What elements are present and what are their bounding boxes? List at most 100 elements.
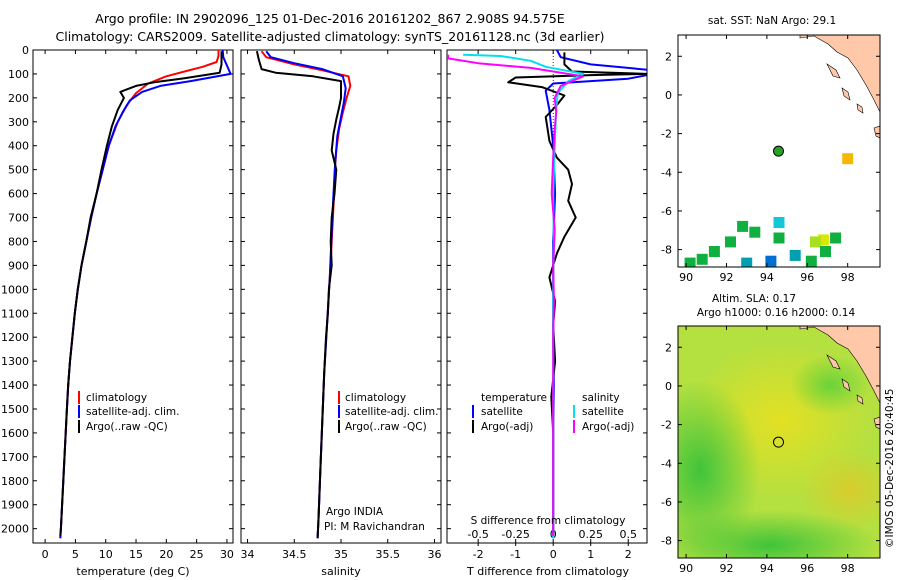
difference-legend: temperature satellite Argo(-adj) salinit… — [472, 392, 634, 433]
x-tick-label: 92 — [719, 562, 733, 575]
y-tick-label: -4 — [661, 166, 672, 179]
y-tick-label: 1600 — [1, 427, 29, 440]
salinity-xlabel: salinity — [321, 565, 361, 578]
x-tick-label: 90 — [679, 271, 693, 284]
y-tick-label: 400 — [8, 140, 29, 153]
legend-label-argo: Argo(..raw -QC) — [345, 421, 427, 433]
x-tick-label: 0 — [42, 548, 49, 561]
sst-land — [799, 35, 880, 139]
y-tick-label: -2 — [661, 419, 672, 432]
sst-map-axes: 90 92 94 96 98 2 0 -2 -4 -6 -8 — [661, 35, 880, 284]
series-line — [255, 50, 342, 539]
sst-cell — [765, 255, 777, 267]
imos-credit: ©IMOS 05-Dec-2016 20:40:45 — [884, 389, 896, 548]
island — [873, 125, 880, 139]
sst-cell — [737, 220, 749, 232]
sla-low-region — [790, 355, 870, 415]
y-tick-label: -6 — [661, 205, 672, 218]
pi-label: PI: M Ravichandran — [324, 521, 425, 533]
y-tick-label: 1100 — [1, 307, 29, 320]
x-tick-label: 10 — [99, 548, 113, 561]
island — [856, 394, 864, 405]
island — [826, 354, 841, 370]
legend-label-s-satellite: satellite — [582, 406, 624, 418]
x-tick-label: 92 — [719, 271, 733, 284]
sst-cell — [789, 249, 801, 261]
legend-label-climatology: climatology — [86, 392, 147, 404]
sst-cells — [684, 153, 854, 267]
x-tick-label: 94 — [760, 271, 774, 284]
y-tick-label: 900 — [8, 259, 29, 272]
difference-axes-frame — [446, 49, 648, 544]
x-tick-label: 35 — [334, 548, 348, 561]
difference-x-axis: -2 -1 0 1 2 — [473, 50, 632, 561]
legend-label-s-argo: Argo(-adj) — [582, 421, 634, 433]
series-line — [59, 50, 220, 539]
y-tick-label: 1500 — [1, 403, 29, 416]
y-tick-label: 0 — [22, 44, 29, 57]
x-tick-label: 0 — [550, 548, 557, 561]
x-tick-label: 96 — [800, 271, 814, 284]
island — [873, 416, 880, 430]
sst-map-title: sat. SST: NaN Argo: 29.1 — [708, 15, 836, 27]
x-tick-label: 98 — [841, 562, 855, 575]
x-tick-label: 36 — [427, 548, 441, 561]
y-tick-label: 2 — [665, 341, 672, 354]
y-tick-label: 1000 — [1, 283, 29, 296]
y-tick-label: -4 — [661, 457, 672, 470]
y-tick-label: 600 — [8, 188, 29, 201]
sst-cell — [809, 236, 821, 248]
x-tick-label: 30 — [220, 548, 234, 561]
sst-cell — [817, 234, 829, 246]
x-tick-label: 5 — [72, 548, 79, 561]
y-tick-label: 200 — [8, 92, 29, 105]
x-tick-label: 90 — [679, 562, 693, 575]
x-tick-label: 2 — [625, 548, 632, 561]
island — [841, 378, 851, 392]
series-line — [265, 50, 347, 539]
temperature-axes-frame — [32, 49, 234, 544]
difference-panel: -2 -1 0 1 2 -0.5 -0.25 0 0.25 0.5 T difference f… — [446, 49, 648, 578]
island — [841, 87, 851, 101]
sla-field — [678, 326, 880, 558]
salinity-lines — [255, 50, 352, 539]
y-tick-label: -6 — [661, 496, 672, 509]
y-tick-label: 2000 — [1, 523, 29, 536]
sst-cell — [805, 255, 817, 267]
y-tick-label: 2 — [665, 50, 672, 63]
sla-map-frame — [677, 325, 881, 559]
x-tick-label: 0.5 — [619, 528, 637, 541]
temperature-lines — [59, 50, 232, 539]
salinity-depth-ticks — [241, 49, 441, 530]
x-tick-label: -1 — [510, 548, 521, 561]
sst-cell — [749, 226, 761, 238]
legend-label-satellite: satellite-adj. clim. — [345, 406, 438, 418]
y-tick-label: 700 — [8, 212, 29, 225]
sumatra-coast — [799, 35, 880, 113]
sst-map: sat. SST: NaN Argo: 29.1 90 92 94 96 98 2 0 -2 -… — [661, 15, 881, 284]
legend-label-t-argo: Argo(-adj) — [481, 421, 533, 433]
sst-cell — [696, 253, 708, 265]
series-line — [260, 50, 352, 539]
sla-map-subtitle: Argo h1000: 0.16 h2000: 0.14 — [697, 307, 856, 319]
depth-axis: 0 100 200 300 400 500 600 700 800 900 1000 1100 1200… — [1, 44, 233, 536]
x-tick-label: 25 — [190, 548, 204, 561]
y-tick-label: 1800 — [1, 475, 29, 488]
salinity-x-axis: 34 34.5 35 35.5 36 — [241, 50, 441, 561]
x-tick-label: 98 — [841, 271, 855, 284]
sst-cell — [820, 246, 831, 257]
y-tick-label: 1900 — [1, 499, 29, 512]
sst-cell — [842, 153, 854, 165]
legend-label-argo: Argo(..raw -QC) — [86, 421, 168, 433]
legend-title-temperature: temperature — [481, 392, 547, 404]
sst-cell — [708, 246, 720, 257]
s-difference-xlabel: S difference from climatology — [471, 515, 626, 527]
sst-cell — [773, 217, 785, 228]
x-tick-label: -0.5 — [467, 528, 488, 541]
series-line — [463, 53, 585, 539]
temperature-panel: 0100200300400500600700800900100011001200… — [1, 44, 234, 578]
sla-high-region — [800, 450, 880, 530]
salinity-legend: climatology satellite-adj. clim. Argo(..… — [338, 391, 438, 433]
argo-program-label: Argo INDIA — [326, 506, 384, 518]
x-tick-label: 0.25 — [578, 528, 603, 541]
